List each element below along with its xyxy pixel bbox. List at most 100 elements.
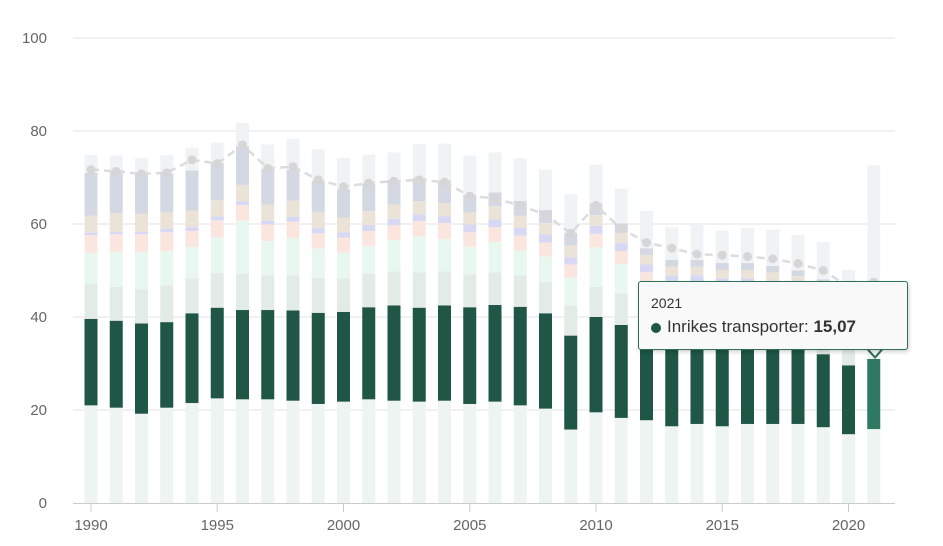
total-point-2003[interactable]: [414, 175, 424, 185]
bar-2000-series-7[interactable]: [337, 189, 350, 218]
bar-2015-series-1[interactable]: [715, 343, 729, 427]
bar-1995-series-0[interactable]: [210, 398, 224, 503]
bar-2014-series-8[interactable]: [690, 224, 704, 260]
bar-1990-series-3[interactable]: [84, 253, 98, 284]
bar-1996-series-1[interactable]: [236, 310, 249, 400]
bar-1997-series-4[interactable]: [261, 224, 275, 242]
bar-1990-series-7[interactable]: [84, 172, 98, 216]
bar-1996-series-8[interactable]: [236, 123, 249, 147]
bar-1990-series-6[interactable]: [84, 215, 98, 233]
bar-1991-series-2[interactable]: [109, 286, 123, 321]
total-point-2015[interactable]: [717, 250, 727, 260]
bar-2002-series-3[interactable]: [387, 239, 401, 272]
bar-1991-series-8[interactable]: [109, 155, 123, 171]
bar-2016-series-0[interactable]: [741, 423, 754, 503]
total-point-2000[interactable]: [339, 182, 348, 192]
bar-1990-series-2[interactable]: [84, 283, 98, 319]
bar-2002-series-1[interactable]: [387, 305, 401, 401]
bar-1994-series-6[interactable]: [185, 210, 199, 228]
bar-1991-series-1[interactable]: [109, 320, 123, 408]
bar-2007-series-1[interactable]: [513, 306, 527, 406]
bar-2006-series-5[interactable]: [488, 219, 502, 228]
bar-1997-series-6[interactable]: [261, 204, 275, 221]
bar-2005-series-3[interactable]: [463, 246, 477, 275]
bar-2006-series-1[interactable]: [488, 304, 502, 402]
bar-1996-series-2[interactable]: [236, 273, 249, 311]
bar-1990-series-1[interactable]: [84, 318, 98, 406]
bar-1992-series-2[interactable]: [135, 289, 148, 324]
bar-1998-series-5[interactable]: [286, 217, 300, 222]
bar-2008-series-4[interactable]: [539, 242, 552, 257]
bar-2019-series-1[interactable]: [816, 354, 830, 428]
bar-2001-series-8[interactable]: [362, 154, 376, 184]
bar-1990-series-0[interactable]: [84, 405, 98, 503]
bar-1994-series-7[interactable]: [185, 170, 199, 211]
bar-1994-series-1[interactable]: [185, 313, 199, 404]
bar-1999-series-1[interactable]: [311, 312, 325, 404]
total-point-1994[interactable]: [187, 155, 197, 165]
bar-1993-series-0[interactable]: [160, 407, 174, 503]
total-point-1997[interactable]: [263, 163, 273, 173]
bar-2006-series-4[interactable]: [488, 227, 502, 243]
bar-2004-series-4[interactable]: [438, 223, 451, 239]
bar-2006-series-6[interactable]: [488, 206, 502, 220]
bar-2015-series-6[interactable]: [715, 270, 729, 279]
bar-2008-series-1[interactable]: [539, 313, 552, 409]
bar-2001-series-2[interactable]: [362, 273, 376, 308]
bar-1998-series-3[interactable]: [286, 237, 300, 276]
bar-1992-series-6[interactable]: [135, 213, 148, 232]
bar-1999-series-0[interactable]: [311, 403, 325, 503]
bar-2000-series-2[interactable]: [337, 278, 350, 312]
bar-2021-series-0[interactable]: [867, 429, 881, 503]
bar-2005-series-8[interactable]: [463, 155, 477, 195]
bar-2010-series-5[interactable]: [589, 225, 603, 234]
bar-2013-series-6[interactable]: [665, 266, 679, 276]
bar-1994-series-5[interactable]: [185, 227, 199, 231]
bar-2009-series-4[interactable]: [564, 264, 578, 278]
total-point-2011[interactable]: [616, 224, 626, 234]
total-point-2014[interactable]: [692, 249, 702, 259]
bar-1991-series-4[interactable]: [109, 234, 123, 252]
bar-1996-series-5[interactable]: [236, 201, 249, 205]
bar-2000-series-1[interactable]: [337, 311, 350, 402]
bar-2010-series-6[interactable]: [589, 215, 603, 226]
bar-2007-series-6[interactable]: [513, 215, 527, 228]
bar-1990-series-4[interactable]: [84, 235, 98, 254]
bar-2012-series-0[interactable]: [640, 420, 653, 503]
bar-2009-series-1[interactable]: [564, 335, 578, 430]
total-point-2013[interactable]: [667, 243, 677, 253]
bar-2012-series-6[interactable]: [640, 255, 653, 265]
bar-1995-series-2[interactable]: [210, 272, 224, 308]
total-point-2005[interactable]: [465, 191, 475, 201]
bar-2017-series-1[interactable]: [766, 344, 780, 424]
bar-2005-series-5[interactable]: [463, 224, 477, 233]
bar-1996-series-3[interactable]: [236, 220, 249, 274]
bar-2008-series-3[interactable]: [539, 256, 552, 283]
bar-1998-series-8[interactable]: [286, 138, 300, 170]
bar-1996-series-7[interactable]: [236, 146, 249, 185]
bar-1995-series-7[interactable]: [210, 163, 224, 201]
bar-2010-series-2[interactable]: [589, 286, 603, 317]
bar-2006-series-8[interactable]: [488, 152, 502, 193]
bar-2003-series-8[interactable]: [412, 144, 426, 178]
bar-1993-series-4[interactable]: [160, 232, 174, 251]
bar-1999-series-4[interactable]: [311, 233, 325, 249]
bar-2002-series-0[interactable]: [387, 400, 401, 503]
bar-1992-series-7[interactable]: [135, 174, 148, 214]
total-point-2006[interactable]: [490, 193, 500, 203]
bar-2014-series-5[interactable]: [690, 275, 704, 283]
bar-2004-series-5[interactable]: [438, 216, 451, 224]
bar-2009-series-3[interactable]: [564, 277, 578, 306]
bar-2001-series-4[interactable]: [362, 230, 376, 246]
bar-2000-series-0[interactable]: [337, 401, 350, 503]
bar-1992-series-3[interactable]: [135, 251, 148, 290]
bar-2011-series-6[interactable]: [614, 232, 628, 244]
bar-1991-series-6[interactable]: [109, 213, 123, 232]
bar-2013-series-1[interactable]: [665, 340, 679, 427]
bar-2002-series-5[interactable]: [387, 218, 401, 226]
bar-1997-series-3[interactable]: [261, 241, 275, 276]
bar-1992-series-4[interactable]: [135, 234, 148, 252]
total-point-1992[interactable]: [137, 169, 146, 179]
total-point-2007[interactable]: [515, 200, 525, 210]
bar-1999-series-7[interactable]: [311, 180, 325, 212]
